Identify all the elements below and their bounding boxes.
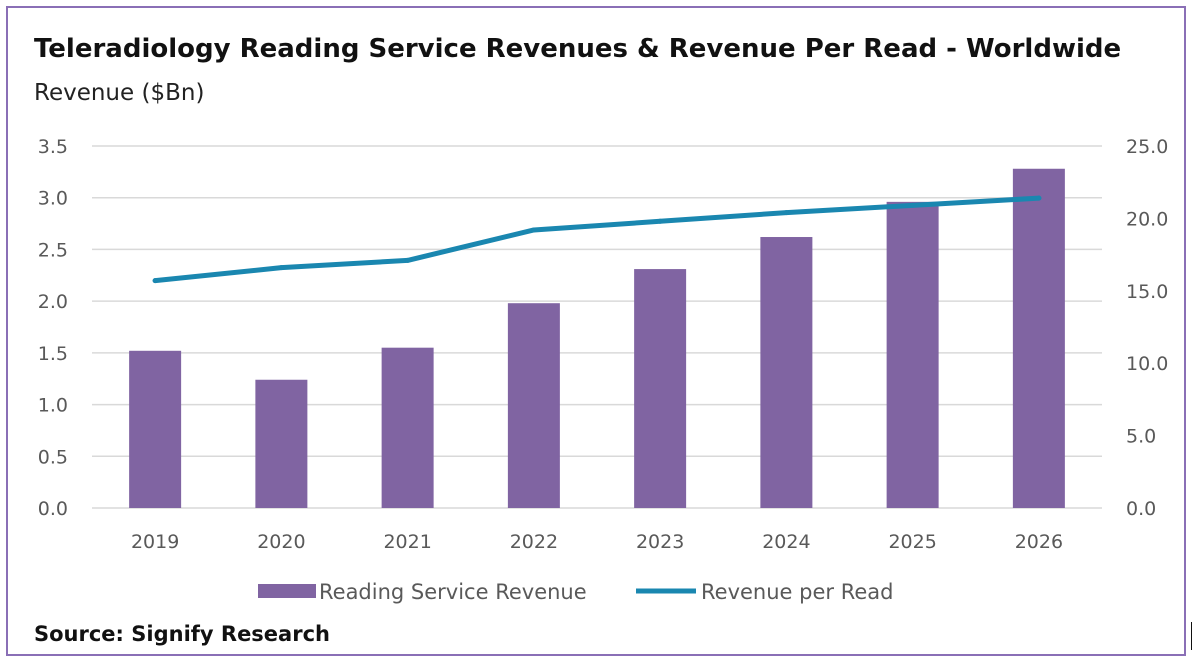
legend-swatch-revenue	[258, 584, 316, 598]
line-point-2025	[910, 202, 916, 208]
chart-subtitle: Revenue ($Bn)	[34, 80, 205, 106]
y-right-tick-label: 20.0	[1126, 208, 1168, 230]
y-left-ticks: 0.0 0.5 1.0 1.5 2.0 2.5 3.0 3.5	[38, 136, 68, 520]
line-point-2020	[278, 265, 284, 271]
x-tick-label: 2025	[888, 531, 936, 553]
text-cursor	[1191, 622, 1192, 650]
line-point-2026	[1036, 195, 1042, 201]
chart-frame	[6, 6, 1186, 656]
y-left-tick-label: 0.0	[38, 498, 68, 520]
y-right-tick-label: 10.0	[1126, 353, 1168, 375]
bar-2021	[381, 347, 434, 508]
y-right-tick-label: 0.0	[1126, 498, 1156, 520]
x-ticks: 2019 2020 2021 2022 2023 2024 2025 2026	[131, 531, 1063, 553]
line-series	[152, 195, 1042, 284]
x-tick-label: 2026	[1015, 531, 1063, 553]
legend: Reading Service Revenue Revenue per Read	[258, 580, 893, 604]
bar-2025	[886, 201, 939, 508]
x-tick-label: 2023	[636, 531, 684, 553]
line-point-2021	[405, 257, 411, 263]
x-tick-label: 2021	[383, 531, 431, 553]
legend-label-per-read: Revenue per Read	[701, 580, 893, 604]
y-right-tick-label: 5.0	[1126, 426, 1156, 448]
y-right-tick-label: 15.0	[1126, 281, 1168, 303]
bar-2019	[129, 350, 182, 508]
legend-label-revenue: Reading Service Revenue	[319, 580, 587, 604]
y-left-tick-label: 3.5	[38, 136, 68, 158]
x-tick-label: 2019	[131, 531, 179, 553]
bar-2023	[634, 269, 687, 508]
y-left-tick-label: 2.5	[38, 239, 68, 261]
bar-2020	[255, 379, 308, 508]
bar-2022	[507, 303, 560, 508]
y-right-tick-label: 25.0	[1126, 136, 1168, 158]
y-left-tick-label: 1.0	[38, 395, 68, 417]
revenue-per-read-line	[152, 195, 1042, 284]
y-left-tick-label: 0.5	[38, 446, 68, 468]
x-tick-label: 2024	[762, 531, 810, 553]
bar-2026	[1012, 168, 1065, 509]
bar-2024	[760, 237, 813, 508]
y-left-tick-label: 1.5	[38, 343, 68, 365]
source-note: Source: Signify Research	[34, 622, 330, 646]
gridlines	[92, 145, 1102, 509]
x-tick-label: 2020	[257, 531, 305, 553]
line-point-2023	[657, 218, 663, 224]
x-tick-label: 2022	[510, 531, 558, 553]
bars	[129, 168, 1065, 509]
line-point-2024	[783, 210, 789, 216]
line-point-2019	[152, 278, 158, 284]
chart-title: Teleradiology Reading Service Revenues &…	[34, 34, 1122, 64]
y-left-tick-label: 2.0	[38, 291, 68, 313]
y-right-ticks: 0.0 5.0 10.0 15.0 20.0 25.0	[1126, 136, 1168, 520]
line-point-2022	[531, 227, 537, 233]
y-left-tick-label: 3.0	[38, 188, 68, 210]
